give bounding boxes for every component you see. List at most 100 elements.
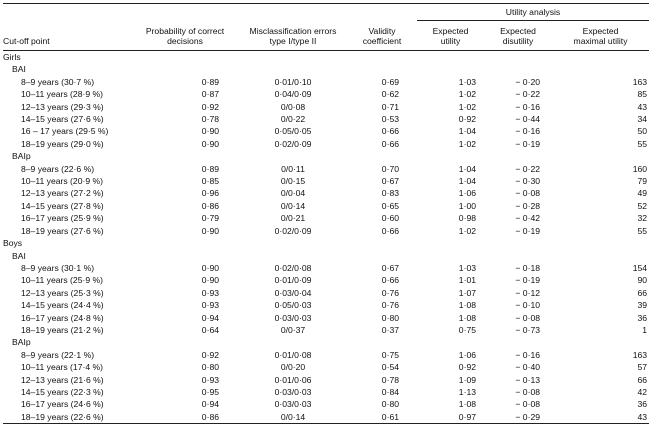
expected-disutility-cell: − 0·29	[484, 410, 552, 425]
misclassification-header-line2: type I/type II	[269, 36, 317, 47]
cutoff-cell: 14–15 years (24·4 %)	[21, 300, 104, 311]
expected-disutility-cell: − 0·12	[515, 287, 540, 298]
probability-cell: 0·93	[201, 374, 219, 385]
expected-maximal-cell: 36	[637, 399, 648, 410]
table-row: 18–19 years (29·0 %) 0·90 0·02/0·09 0·66 1·0…	[3, 138, 649, 150]
misclassification-cell: 0·05/0·05	[274, 126, 312, 137]
probability-cell: 0·87	[201, 89, 219, 100]
cutoff-cell: 16–17 years (24·6 %)	[21, 399, 104, 410]
misclassification-cell: 0/0·22	[280, 114, 306, 125]
probability-cell: 0·78	[201, 114, 219, 125]
misclassification-cell: 0·04/0·09	[274, 89, 312, 100]
expected-disutility-cell: − 0·13	[515, 374, 540, 385]
expected-maximal-cell: 66	[637, 374, 648, 385]
section-row: Boys	[3, 237, 649, 249]
expected-maximal-cell: 34	[637, 114, 648, 125]
expected-maximal-cell: 163	[632, 76, 648, 87]
expected-disutility-cell: − 0·16	[515, 349, 540, 360]
expected-disutility-cell: − 0·08	[515, 312, 540, 323]
expected-disutility-cell: − 0·73	[515, 324, 540, 335]
misclassification-cell: 0/0·20	[280, 362, 306, 373]
expected-utility-header-line1: Expected	[432, 25, 469, 36]
expected-disutility-cell: − 0·40	[515, 362, 540, 373]
validity-cell: 0·75	[381, 349, 399, 360]
cutoff-cell: 10–11 years (28·9 %)	[21, 89, 104, 100]
expected-maximal-cell: 90	[637, 275, 648, 286]
cutoff-cell: 8–9 years (30·1 %)	[21, 262, 95, 273]
expected-disutility-cell: − 0·28	[515, 200, 540, 211]
group-label: BAI	[12, 250, 26, 261]
cutoff-cell: 14–15 years (27·6 %)	[21, 114, 104, 125]
misclassification-cell: 0·01/0·09	[274, 275, 312, 286]
group-row: BAIp	[3, 336, 649, 348]
validity-cell: 0·67	[381, 262, 399, 273]
validity-cell: 0·60	[381, 213, 399, 224]
expected-maximal-cell: 57	[637, 362, 648, 373]
probability-header-line2: decisions	[167, 36, 203, 47]
cutoff-point-header: Cut-off point	[3, 20, 131, 51]
probability-cell: 0·92	[201, 349, 219, 360]
probability-cell: 0·86	[201, 200, 219, 211]
expected-maximal-cell: 52	[637, 200, 648, 211]
misclassification-cell: 0/0·08	[280, 101, 306, 112]
expected-utility-header: Expected utility	[417, 20, 484, 51]
validity-cell: 0·71	[381, 101, 399, 112]
table-row: 14–15 years (22·3 %) 0·95 0·03/0·03 0·84 1·1…	[3, 386, 649, 398]
misclassification-cell: 0·02/0·09	[274, 138, 312, 149]
cutoff-cell: 16–17 years (25·9 %)	[21, 213, 104, 224]
expected-disutility-cell: − 0·08	[515, 188, 540, 199]
expected-utility-cell: 1·02	[458, 138, 476, 149]
expected-utility-cell: 1·07	[458, 287, 476, 298]
cutoff-cell: 18–19 years (27·6 %)	[21, 225, 104, 236]
expected-maximal-cell: 66	[637, 287, 648, 298]
expected-maximal-cell: 32	[637, 213, 648, 224]
expected-disutility-cell: − 0·22	[515, 163, 540, 174]
cutoff-cell: 10–11 years (20·9 %)	[21, 176, 104, 187]
table-row: 8–9 years (30·7 %) 0·89 0·01/0·10 0·69 1·03 −…	[3, 76, 649, 88]
misclassification-cell: 0·03/0·03	[274, 312, 312, 323]
validity-cell: 0·66	[381, 126, 399, 137]
expected-disutility-cell: − 0·19	[515, 138, 540, 149]
cutoff-cell: 16–17 years (24·8 %)	[21, 312, 104, 323]
misclassification-cell: 0·05/0·03	[274, 300, 312, 311]
cutoff-cell: 12–13 years (21·6 %)	[21, 374, 104, 385]
expected-disutility-cell: − 0·20	[515, 76, 540, 87]
probability-cell: 0·90	[201, 262, 219, 273]
expected-utility-header-line2: utility	[440, 36, 461, 47]
expected-maximal-cell: 85	[637, 89, 648, 100]
expected-disutility-cell: − 0·10	[515, 300, 540, 311]
probability-cell: 0·85	[201, 176, 219, 187]
misclassification-cell: 0·02/0·08	[274, 262, 312, 273]
expected-utility-cell: 1·03	[458, 262, 476, 273]
expected-utility-cell: 0·98	[458, 213, 476, 224]
validity-cell: 0·70	[381, 163, 399, 174]
validity-cell: 0·80	[381, 399, 399, 410]
table-row: 12–13 years (25·3 %) 0·93 0·03/0·04 0·76 1·0…	[3, 287, 649, 299]
expected-utility-cell: 1·04	[458, 163, 476, 174]
expected-disutility-cell: − 0·19	[515, 275, 540, 286]
cutoff-cell: 14–15 years (27·8 %)	[21, 200, 104, 211]
table-row: 14–15 years (24·4 %) 0·93 0·05/0·03 0·76 1·0…	[3, 299, 649, 311]
group-label: BAIp	[12, 151, 31, 162]
misclassification-header-line1: Misclassification errors	[249, 25, 337, 36]
table-row: 10–11 years (28·9 %) 0·87 0·04/0·09 0·62 1·0…	[3, 88, 649, 100]
probability-cell: 0·94	[201, 312, 219, 323]
table-row: 10–11 years (20·9 %) 0·85 0/0·15 0·67 1·04 − …	[3, 175, 649, 187]
expected-disutility-cell: − 0·08	[515, 386, 540, 397]
misclassification-cell: 0·01/0·06	[274, 374, 312, 385]
expected-utility-cell: 1·08	[458, 399, 476, 410]
group-row: BAI	[3, 250, 649, 262]
expected-maximal-cell: 36	[637, 312, 648, 323]
validity-cell: 0·65	[381, 200, 399, 211]
validity-cell: 0·66	[381, 138, 399, 149]
validity-cell: 0·53	[381, 114, 399, 125]
table-row: 8–9 years (22·1 %) 0·92 0·01/0·08 0·75 1·06 −…	[3, 349, 649, 361]
probability-cell: 0·95	[201, 386, 219, 397]
cutoff-cell: 12–13 years (25·3 %)	[21, 287, 104, 298]
expected-maximal-cell: 163	[632, 349, 648, 360]
expected-utility-cell: 1·06	[458, 349, 476, 360]
expected-maximal-cell: 154	[632, 262, 648, 273]
cutoff-cell: 8–9 years (30·7 %)	[21, 76, 95, 87]
validity-cell: 0·37	[381, 324, 399, 335]
expected-maximal-cell: 1	[642, 324, 648, 335]
